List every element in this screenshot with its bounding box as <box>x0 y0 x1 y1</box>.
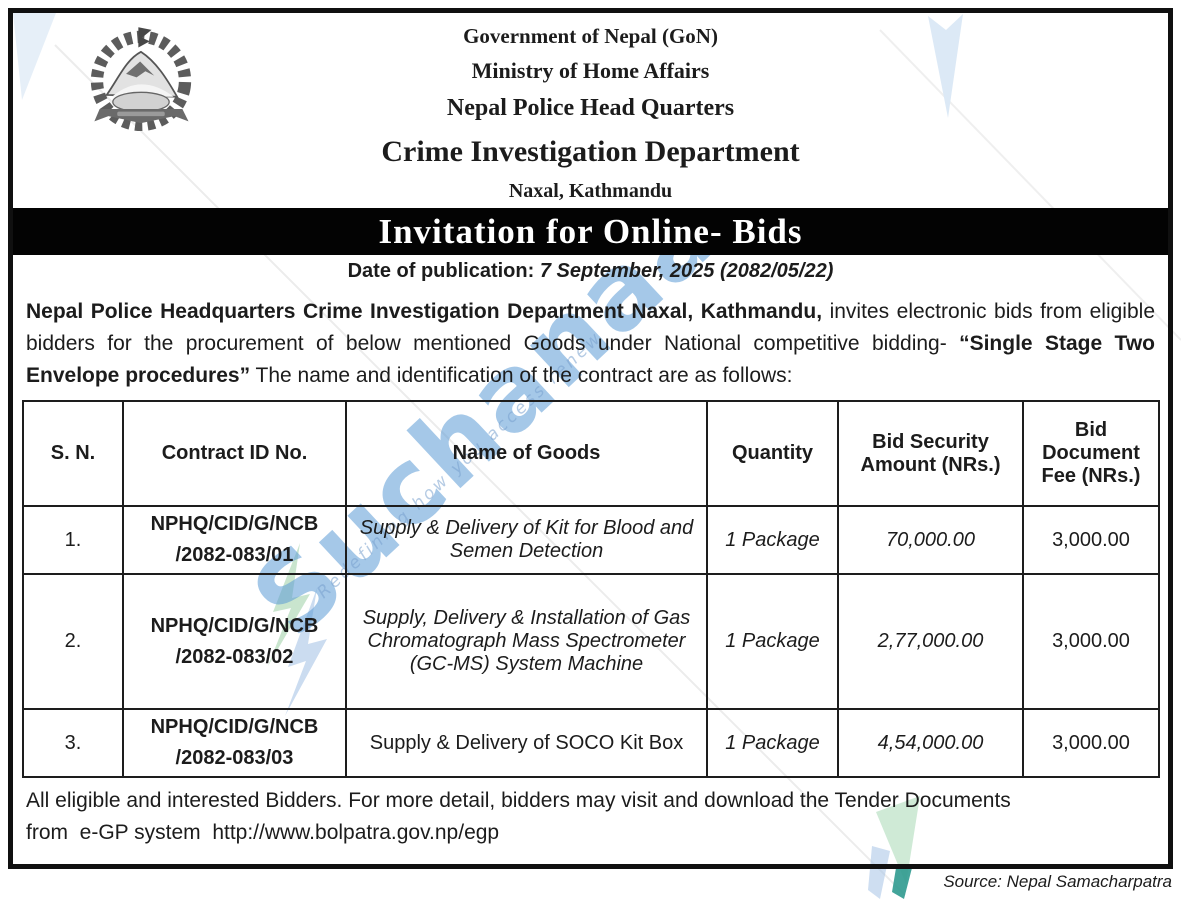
footer-line2: from e-GP system http://www.bolpatra.gov… <box>26 821 500 844</box>
cell-quantity: 1 Package <box>706 573 839 710</box>
cell-contract-id: NPHQ/CID/G/NCB /2082-083/02 <box>122 573 347 710</box>
table-row: 3. NPHQ/CID/G/NCB /2082-083/03 Supply & … <box>22 708 1160 778</box>
table-row: 1. NPHQ/CID/G/NCB /2082-083/01 Supply & … <box>22 505 1160 575</box>
publication-date-value: 7 September, 2025 (2082/05/22) <box>539 260 834 282</box>
publication-date-label: Date of publication: <box>347 260 535 282</box>
contracts-table: S. N. Contract ID No. Name of Goods Quan… <box>22 400 1160 778</box>
cell-bid-security: 70,000.00 <box>837 505 1024 575</box>
footer-line1: All eligible and interested Bidders. For… <box>26 789 1011 812</box>
col-header-bid-security: Bid Security Amount (NRs.) <box>837 400 1024 507</box>
title-band: Invitation for Online- Bids <box>13 208 1168 255</box>
cell-goods: Supply & Delivery of SOCO Kit Box <box>345 708 708 778</box>
notice-border-frame: Government of Nepal (GoN) Ministry of Ho… <box>8 8 1173 869</box>
nepal-government-emblem-icon <box>90 24 192 132</box>
col-header-quantity: Quantity <box>706 400 839 507</box>
cell-sn: 3. <box>22 708 124 778</box>
col-header-goods: Name of Goods <box>345 400 708 507</box>
footer-note: All eligible and interested Bidders. For… <box>26 785 1155 849</box>
cell-contract-id: NPHQ/CID/G/NCB /2082-083/03 <box>122 708 347 778</box>
letterhead: Government of Nepal (GoN) Ministry of Ho… <box>13 13 1168 208</box>
cell-contract-id: NPHQ/CID/G/NCB /2082-083/01 <box>122 505 347 575</box>
source-attribution: Source: Nepal Samacharpatra <box>943 872 1172 891</box>
col-header-sn: S. N. <box>22 400 124 507</box>
col-header-doc-fee: Bid Document Fee (NRs.) <box>1022 400 1160 507</box>
table-row: 2. NPHQ/CID/G/NCB /2082-083/02 Supply, D… <box>22 573 1160 710</box>
notice-title: Invitation for Online- Bids <box>378 212 803 251</box>
cell-goods: Supply, Delivery & Installation of Gas C… <box>345 573 708 710</box>
intro-bold-lead: Nepal Police Headquarters Crime Investig… <box>26 300 823 323</box>
table-header-row: S. N. Contract ID No. Name of Goods Quan… <box>22 400 1160 507</box>
cell-quantity: 1 Package <box>706 505 839 575</box>
intro-paragraph: Nepal Police Headquarters Crime Investig… <box>26 296 1155 392</box>
publication-dateline: Date of publication: 7 September, 2025 (… <box>13 260 1168 290</box>
cell-bid-security: 4,54,000.00 <box>837 708 1024 778</box>
teal-tip-shape <box>892 864 913 899</box>
cell-doc-fee: 3,000.00 <box>1022 505 1160 575</box>
intro-text-tail: The name and identification of the contr… <box>250 364 793 387</box>
org-line-government: Government of Nepal (GoN) <box>463 24 718 48</box>
col-header-contract-id: Contract ID No. <box>122 400 347 507</box>
cell-quantity: 1 Package <box>706 708 839 778</box>
cell-doc-fee: 3,000.00 <box>1022 573 1160 710</box>
cell-doc-fee: 3,000.00 <box>1022 708 1160 778</box>
cell-goods: Supply & Delivery of Kit for Blood and S… <box>345 505 708 575</box>
org-line-location: Naxal, Kathmandu <box>508 180 673 202</box>
cell-sn: 2. <box>22 573 124 710</box>
cell-sn: 1. <box>22 505 124 575</box>
cell-bid-security: 2,77,000.00 <box>837 573 1024 710</box>
